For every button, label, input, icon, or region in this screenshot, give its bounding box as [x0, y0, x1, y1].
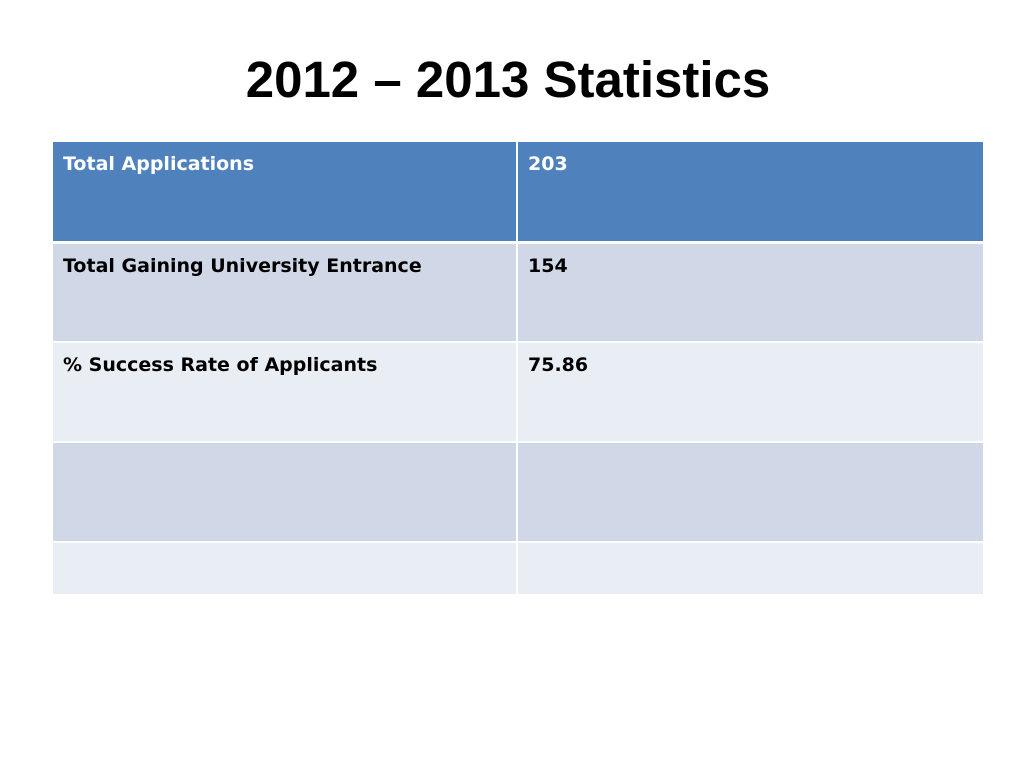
empty-cell	[53, 542, 518, 594]
table-row	[53, 542, 983, 594]
row-value-total-gaining-entrance: 154	[517, 242, 983, 343]
row-label-total-applications: Total Applications	[53, 142, 518, 244]
row-label-success-rate: % Success Rate of Applicants	[53, 342, 518, 443]
row-label-total-gaining-entrance: Total Gaining University Entrance	[53, 242, 518, 343]
row-value-total-applications: 203	[517, 142, 983, 244]
slide-title: 2012 – 2013 Statistics	[245, 51, 771, 108]
empty-cell	[517, 542, 983, 594]
table-row: % Success Rate of Applicants 75.86	[53, 342, 983, 443]
empty-cell	[517, 442, 983, 543]
row-value-success-rate: 75.86	[517, 342, 983, 443]
table-row	[53, 442, 983, 543]
statistics-table: Total Applications 203 Total Gaining Uni…	[53, 142, 983, 594]
empty-cell	[53, 442, 518, 543]
table-row: Total Gaining University Entrance 154	[53, 242, 983, 343]
table-row: Total Applications 203	[53, 142, 983, 244]
